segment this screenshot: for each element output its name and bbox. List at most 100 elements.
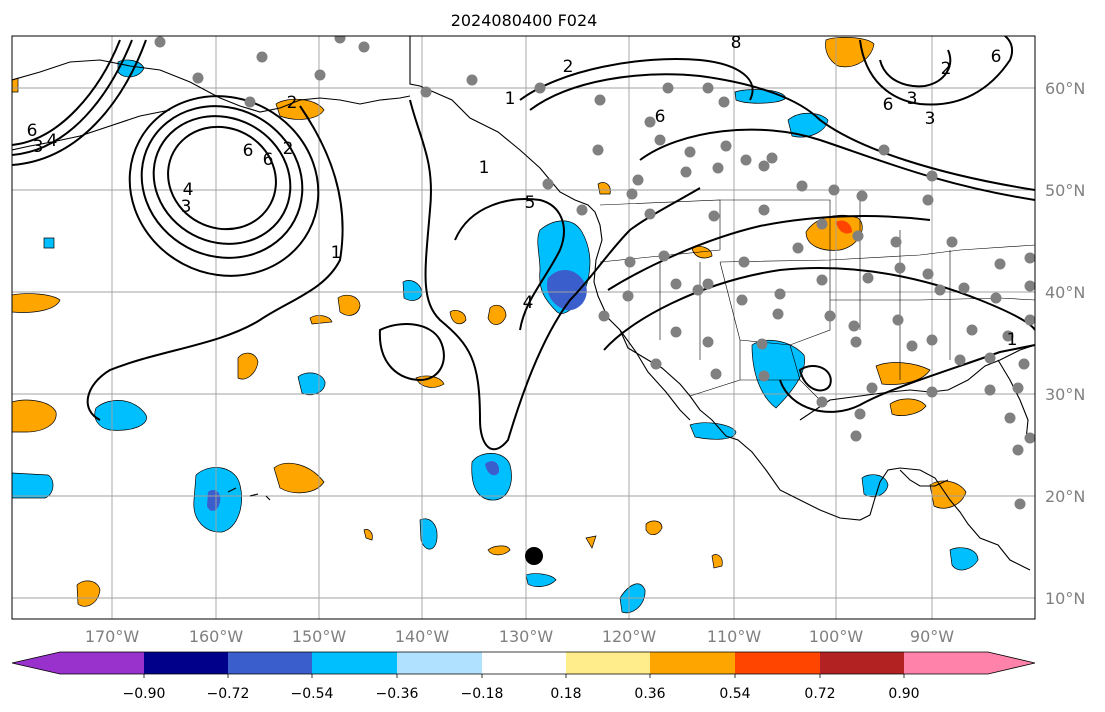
shaded-region <box>645 520 663 535</box>
latitude-label: 10°N <box>1045 589 1085 608</box>
shaded-region <box>949 547 979 571</box>
station-dot <box>708 210 720 222</box>
colorbar-segment <box>12 652 60 674</box>
station-dot <box>926 334 938 346</box>
colorbar-tick-label: −0.90 <box>123 686 166 702</box>
contour-line <box>859 36 1014 106</box>
station-dot <box>1024 280 1035 292</box>
shaded-region <box>691 246 713 259</box>
longitude-label: 150°W <box>292 627 347 646</box>
shaded-region <box>889 398 927 416</box>
station-dot <box>862 272 874 284</box>
shaded-region <box>297 372 326 396</box>
station-dot <box>926 170 938 182</box>
shaded-region <box>43 237 55 249</box>
shaded-region <box>525 573 557 587</box>
station-dot <box>650 358 662 370</box>
map-title: 2024080400 F024 <box>451 11 598 30</box>
station-dot <box>680 166 692 178</box>
coastline-florida <box>997 359 1029 441</box>
station-dot <box>954 354 966 366</box>
colorbar-segment <box>988 652 1035 674</box>
station-dot <box>852 230 864 242</box>
station-dot <box>824 310 836 322</box>
station-dot <box>796 180 808 192</box>
station-dot <box>850 336 862 348</box>
station-dot <box>850 430 862 442</box>
shaded-region <box>94 400 147 431</box>
shaded-region <box>337 294 361 316</box>
station-dot <box>1024 314 1035 326</box>
station-dot <box>1004 412 1016 424</box>
station-dot <box>792 242 804 254</box>
contour-label: 6 <box>263 150 274 170</box>
station-dot <box>632 174 644 186</box>
station-dot <box>594 94 606 106</box>
shaded-region <box>419 518 438 550</box>
station-dot <box>576 204 588 216</box>
colorbar-segment <box>312 652 397 674</box>
shaded-region <box>597 182 611 195</box>
station-dot <box>758 160 770 172</box>
longitude-labels: 170°W 160°W 150°W 140°W 130°W 120°W 110°W 100°W… <box>85 627 954 646</box>
station-dot <box>192 72 204 84</box>
station-dot <box>466 74 478 86</box>
contour-line <box>140 105 304 259</box>
map-background <box>12 36 1035 619</box>
station-dot <box>542 178 554 190</box>
colorbar-segment <box>904 652 988 674</box>
colorbar-segment <box>397 652 482 674</box>
shaded-region <box>12 472 54 499</box>
contour-line <box>12 39 133 156</box>
colorbar-segment <box>566 652 650 674</box>
contour-line <box>607 215 931 291</box>
shaded-region <box>487 304 507 325</box>
contour-label: 2 <box>941 59 952 79</box>
contour-label: 4 <box>523 293 534 313</box>
station-dot <box>878 144 890 156</box>
station-dot <box>710 368 722 380</box>
contour-label: 4 <box>47 131 58 151</box>
shaded-region <box>273 462 325 494</box>
station-dot <box>922 268 934 280</box>
latitude-label: 20°N <box>1045 487 1085 506</box>
station-dot <box>154 36 166 48</box>
longitude-label: 90°W <box>910 627 954 646</box>
contour-label: 3 <box>907 89 918 109</box>
contour-label: 2 <box>287 93 298 113</box>
colorbar-tick-label: −0.18 <box>461 686 504 702</box>
coastline-hawaii <box>227 487 271 501</box>
contour-line <box>529 73 1035 191</box>
coastline-baja <box>619 329 691 421</box>
station-dot <box>624 256 636 268</box>
station-dot <box>592 144 604 156</box>
longitude-label: 170°W <box>85 627 140 646</box>
colorbar: −0.90 −0.72 −0.54 −0.36 −0.18 0.18 0.36 0.54 0.7… <box>11 651 1036 702</box>
station-dot <box>622 290 634 302</box>
map-frame <box>11 35 1036 620</box>
station-dot <box>892 314 904 326</box>
shaded-region <box>585 535 597 549</box>
contour-line <box>167 125 277 231</box>
station-dot <box>1012 444 1024 456</box>
colorbar-tick-label: 0.72 <box>804 686 835 702</box>
station-dot <box>702 278 714 290</box>
colorbar-tick-label: −0.72 <box>207 686 250 702</box>
contour-label: 6 <box>883 95 894 115</box>
shaded-region <box>449 310 467 325</box>
shaded-region <box>363 529 373 541</box>
station-dot <box>984 384 996 396</box>
station-dot <box>740 154 752 166</box>
station-dot <box>890 236 902 248</box>
colorbar-tick-label: 0.90 <box>888 686 919 702</box>
coastline-aleutians <box>12 109 171 151</box>
station-markers <box>154 36 1035 510</box>
station-dot <box>1018 358 1030 370</box>
station-dot <box>736 294 748 306</box>
shaded-region <box>487 545 511 556</box>
station-dot <box>684 146 696 158</box>
station-dot <box>894 262 906 274</box>
latitude-label: 40°N <box>1045 283 1085 302</box>
station-dot <box>738 256 750 268</box>
